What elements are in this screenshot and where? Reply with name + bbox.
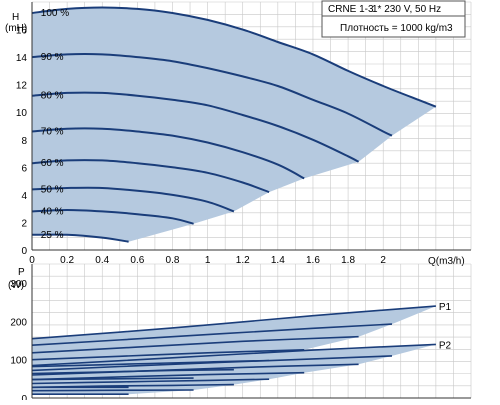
head-curve-2 [31, 91, 360, 163]
power-ylabel-symbol: P [18, 267, 25, 278]
power-curve-9 [31, 355, 393, 372]
head-curve-3 [31, 127, 305, 180]
power-ytick-label-2: 200 [10, 317, 27, 328]
power-curve-2 [31, 335, 359, 354]
head-curves [31, 6, 437, 243]
power-curve-13 [31, 383, 234, 389]
head-ylabel-unit: (mH) [5, 23, 27, 34]
power-ytick-label-0: 0 [21, 394, 27, 400]
head-xtick-label-5: 1 [205, 255, 211, 266]
head-curve-label-6: 40 % [41, 206, 64, 217]
head-curve-label-1: 90 % [41, 52, 64, 63]
power-curve-3 [31, 349, 305, 361]
head-ytick-label-5: 10 [16, 108, 28, 119]
power-plot: P1 P2 0 100 200 300 P (W) [8, 263, 472, 405]
head-axes: 0 2 4 6 8 10 12 14 16 0 0.2 0.4 0.6 0.8 1 1.2 1.4 1.6 1.8 2 [16, 2, 471, 266]
head-plot: 100 % 90 % 80 % 70 % 60 % 50 % 40 % 25 % 0 2 4 6 8 1… [5, 1, 472, 267]
head-ytick-label-0: 0 [21, 246, 27, 257]
power-ytick-label-3: 300 [10, 279, 27, 290]
head-curve-label-4: 60 % [41, 158, 64, 169]
power-supply: 1* 230 V, 50 Hz [372, 4, 441, 15]
head-ytick-label-3: 6 [21, 163, 27, 174]
head-curve-label-3: 70 % [41, 127, 64, 138]
info-box: CRNE 1-3 1* 230 V, 50 Hz Плотность = 100… [321, 0, 466, 38]
power-curves [31, 305, 436, 395]
head-xtick-label-4: 0.8 [166, 255, 180, 266]
head-ytick-label-2: 4 [21, 191, 27, 202]
flow-xlabel: Q(m3/h) [428, 256, 465, 267]
power-curve-11 [31, 371, 305, 381]
head-curve-6 [31, 208, 194, 225]
power-axes: 0 100 200 300 [10, 264, 471, 405]
info-box-frame [321, 0, 466, 38]
head-ylabel-symbol: H [12, 12, 19, 23]
head-curve-label-0: 100 % [41, 8, 69, 19]
power-curve-1 [31, 323, 393, 346]
power-curve-8 [31, 343, 436, 367]
power-ytick-label-1: 100 [10, 356, 27, 367]
power-curve-label-p2: P2 [439, 340, 452, 351]
power-curve-10 [31, 363, 359, 376]
head-curve-label-7: 25 % [41, 230, 64, 241]
power-curve-14 [31, 389, 194, 392]
head-curve-label-5: 50 % [41, 184, 64, 195]
density-label: Плотность = 1000 kg/m3 [340, 23, 453, 34]
power-curve-label-p1: P1 [439, 302, 452, 313]
head-xtick-label-10: 2 [380, 255, 386, 266]
head-xtick-label-7: 1.4 [271, 255, 285, 266]
head-ytick-label-8: 16 [16, 26, 28, 37]
head-xtick-label-0: 0 [29, 255, 35, 266]
head-xtick-label-6: 1.2 [236, 255, 250, 266]
head-xtick-label-1: 0.2 [60, 255, 74, 266]
head-ytick-label-1: 2 [21, 218, 27, 229]
power-curve-0 [31, 305, 436, 340]
head-curve-label-2: 80 % [41, 91, 64, 102]
head-curve-0 [31, 6, 437, 108]
pump-model: CRNE 1-3 [328, 4, 374, 15]
head-curve-4 [31, 159, 270, 194]
head-curve-7 [31, 233, 129, 243]
head-ytick-label-4: 8 [21, 136, 27, 147]
head-xtick-label-3: 0.6 [130, 255, 144, 266]
power-curve-labels: P1 P2 [439, 302, 452, 351]
head-curve-1 [31, 53, 393, 137]
head-xtick-label-9: 1.8 [341, 255, 355, 266]
head-xtick-label-2: 0.4 [95, 255, 109, 266]
head-curve-5 [31, 186, 235, 213]
head-xtick-label-8: 1.6 [306, 255, 320, 266]
head-ytick-label-7: 14 [16, 53, 28, 64]
head-ytick-label-6: 12 [16, 81, 28, 92]
head-curve-labels: 100 % 90 % 80 % 70 % 60 % 50 % 40 % 25 % [41, 8, 69, 241]
power-curve-12 [31, 378, 270, 385]
power-ylabel-unit: (W) [8, 280, 24, 291]
